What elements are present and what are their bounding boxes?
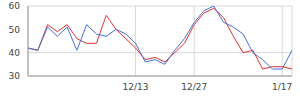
svg-text:12/13: 12/13	[123, 82, 149, 92]
svg-text:30: 30	[9, 71, 21, 81]
svg-text:12/27: 12/27	[181, 82, 207, 92]
svg-text:40: 40	[9, 48, 21, 58]
svg-text:50: 50	[9, 25, 21, 35]
svg-text:1/17: 1/17	[272, 82, 292, 92]
svg-text:60: 60	[9, 1, 21, 11]
